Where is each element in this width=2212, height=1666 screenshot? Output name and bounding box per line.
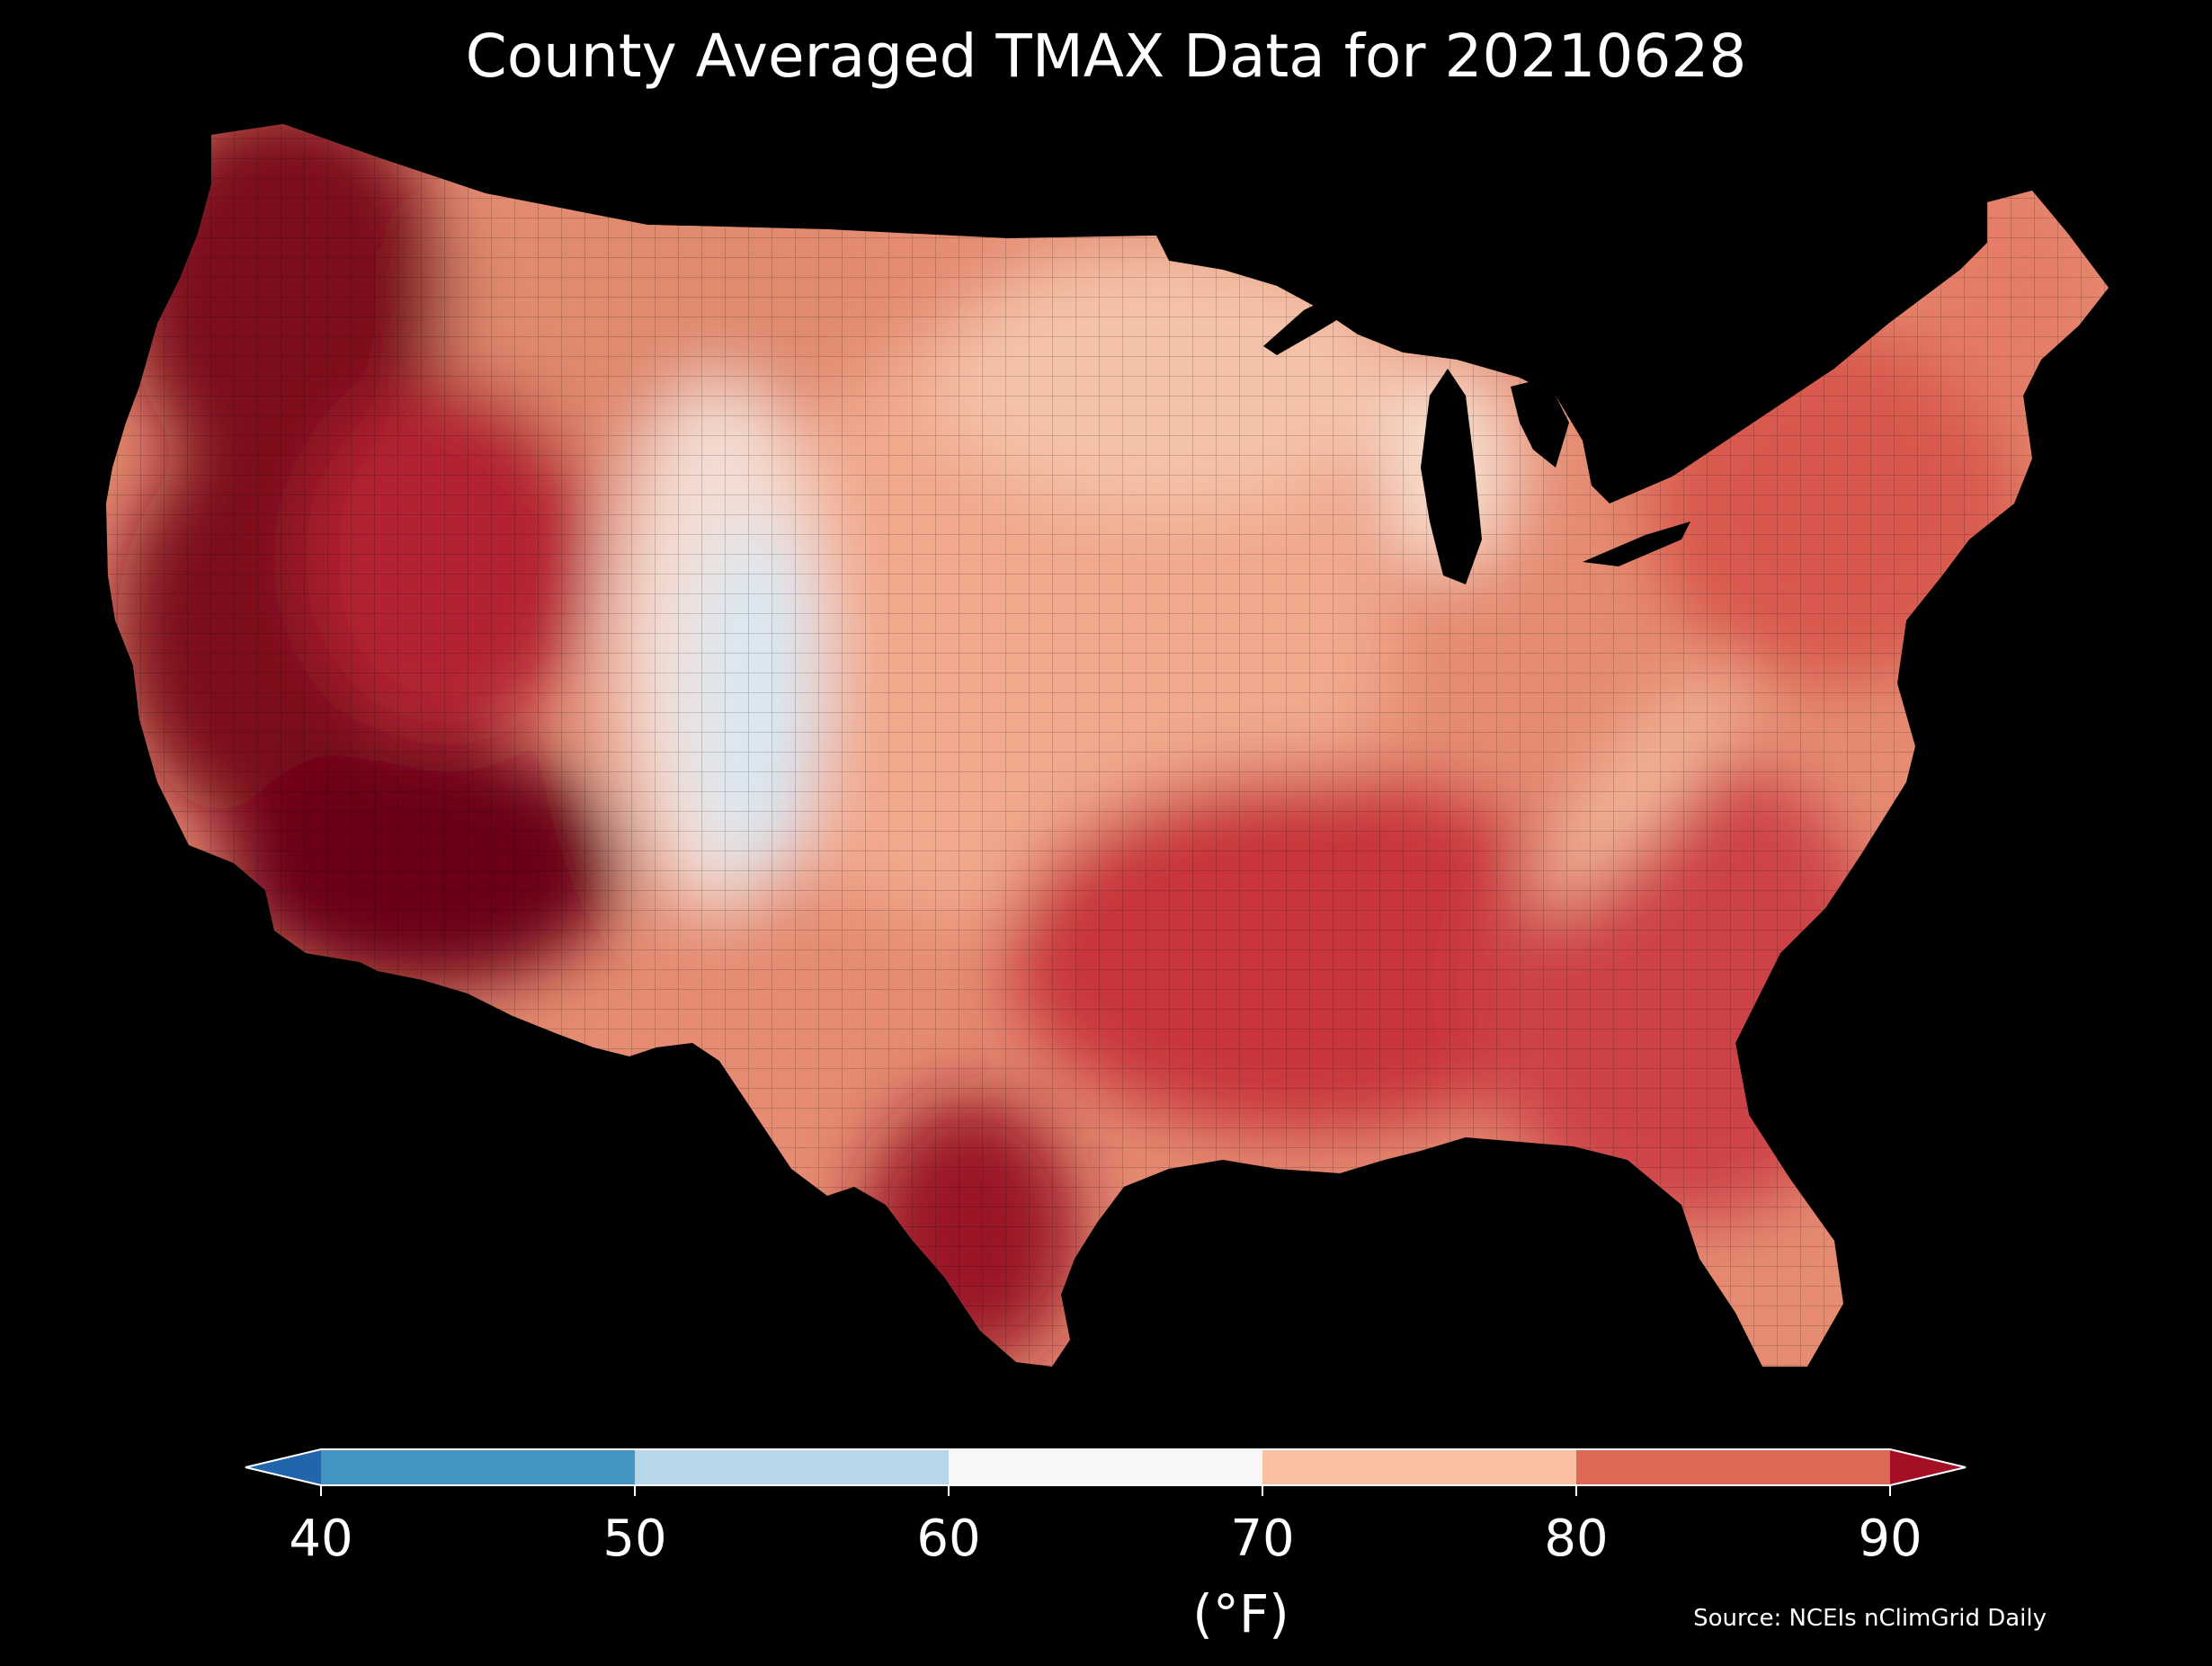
lake-michigan: [1421, 369, 1482, 584]
colorbar-extend-high: [1890, 1449, 1966, 1485]
colorbar-bin: [949, 1449, 1262, 1485]
map-title: County Averaged TMAX Data for 20210628: [465, 22, 1747, 91]
colorbar-tick-label: 80: [1544, 1510, 1609, 1568]
colorbar-bin: [1576, 1449, 1890, 1485]
great-lakes: [1263, 283, 1690, 584]
lake-superior: [1263, 283, 1380, 355]
colorbar-bin: [321, 1449, 635, 1485]
colorbar-tick-label: 60: [916, 1510, 981, 1568]
colorbar-tick-label: 70: [1230, 1510, 1295, 1568]
colorbar-extend-low: [245, 1449, 321, 1485]
colorbar-units-label: (°F): [1192, 1583, 1289, 1644]
colorbar-tick-label: 40: [289, 1510, 353, 1568]
colorbar-bin: [635, 1449, 949, 1485]
lake-huron: [1511, 378, 1569, 468]
colorbar-bin: [1262, 1449, 1576, 1485]
colorbar-tick-label: 90: [1858, 1510, 1922, 1568]
source-credit: Source: NCEIs nClimGrid Daily: [1693, 1605, 2047, 1632]
colorbar-tick-label: 50: [602, 1510, 667, 1568]
lake-erie: [1583, 521, 1690, 566]
